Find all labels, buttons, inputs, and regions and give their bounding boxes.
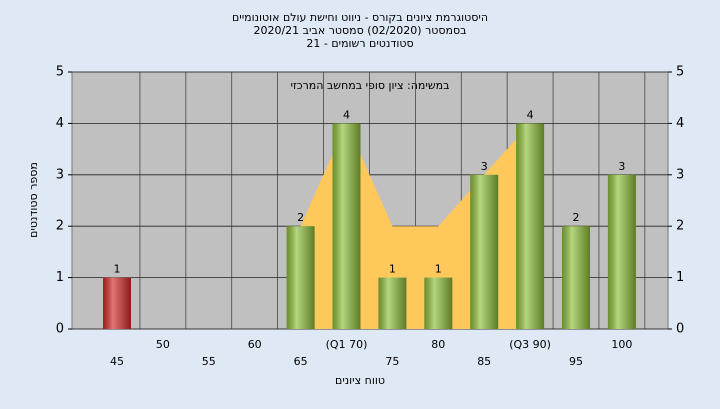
y-tick-label: 1 bbox=[56, 270, 64, 285]
y2-tick-label: 1 bbox=[676, 270, 684, 285]
x-tick-label: 95 bbox=[569, 355, 583, 368]
y2-tick-label: 2 bbox=[676, 219, 684, 234]
x-tick-label: 60 bbox=[248, 338, 262, 351]
y-tick-label: 4 bbox=[56, 116, 64, 131]
y2-tick-label: 4 bbox=[676, 116, 684, 131]
y2-tick-label: 5 bbox=[676, 65, 684, 80]
chart-subtitle: סטודנטים רשומים - 21 bbox=[306, 37, 413, 50]
x-tick-label: (Q1 70) bbox=[326, 338, 368, 351]
annotation: במשימה: ציון סופי במחשב המרכזי bbox=[290, 79, 449, 92]
data-label: 4 bbox=[527, 108, 534, 121]
y-axis-label: מספר סטודנטים bbox=[27, 162, 40, 238]
y-tick-label: 5 bbox=[56, 65, 64, 80]
y-tick-label: 2 bbox=[56, 219, 64, 234]
data-label: 2 bbox=[573, 211, 580, 224]
x-axis-label: טווח ציונים bbox=[335, 374, 385, 387]
bar-shade bbox=[562, 226, 590, 329]
y2-tick-label: 0 bbox=[676, 322, 684, 337]
bar-shade bbox=[424, 277, 453, 329]
chart-title: היסטוגרמת ציונים בקורס - ניווט וחישת עול… bbox=[232, 11, 488, 24]
data-label: 3 bbox=[481, 160, 488, 173]
x-tick-label: 100 bbox=[611, 338, 632, 351]
data-label: 1 bbox=[389, 263, 396, 276]
x-tick-label: 45 bbox=[110, 355, 124, 368]
chart-subtitle: בסמסטר (02/2020) סמסטר אביב 2020/21 bbox=[253, 24, 466, 37]
x-tick-label: 55 bbox=[202, 355, 216, 368]
x-tick-label: (Q3 90) bbox=[509, 338, 551, 351]
x-tick-label: 85 bbox=[477, 355, 491, 368]
data-label: 4 bbox=[343, 108, 350, 121]
x-tick-label: 75 bbox=[385, 355, 399, 368]
data-label: 1 bbox=[435, 263, 442, 276]
bar-shade bbox=[378, 277, 407, 329]
data-label: 2 bbox=[297, 211, 304, 224]
bar-shade bbox=[332, 123, 361, 330]
data-label: 1 bbox=[114, 263, 121, 276]
bar-shade bbox=[103, 277, 131, 329]
data-label: 3 bbox=[618, 160, 625, 173]
x-tick-label: 50 bbox=[156, 338, 170, 351]
bar-shade bbox=[516, 123, 545, 330]
y2-tick-label: 3 bbox=[676, 167, 684, 182]
bar-shade bbox=[286, 226, 315, 329]
x-tick-label: 80 bbox=[431, 338, 445, 351]
bar-shade bbox=[470, 174, 499, 329]
bar-shade bbox=[607, 174, 636, 329]
y-tick-label: 3 bbox=[56, 167, 64, 182]
x-tick-label: 65 bbox=[294, 355, 308, 368]
y-tick-label: 0 bbox=[56, 322, 64, 337]
